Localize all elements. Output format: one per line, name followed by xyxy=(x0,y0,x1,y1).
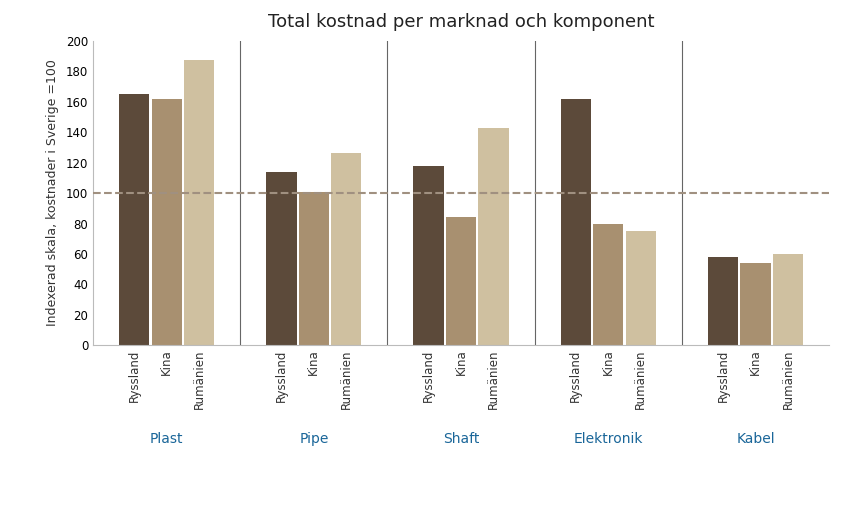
Bar xyxy=(478,128,508,345)
Bar xyxy=(119,94,150,345)
Bar xyxy=(446,217,476,345)
Bar xyxy=(772,254,803,345)
Bar xyxy=(708,257,739,345)
Text: Pipe: Pipe xyxy=(299,432,328,446)
Title: Total kostnad per marknad och komponent: Total kostnad per marknad och komponent xyxy=(268,13,654,31)
Bar xyxy=(184,60,214,345)
Bar xyxy=(414,166,444,345)
Bar xyxy=(740,263,771,345)
Bar xyxy=(266,172,297,345)
Text: Kabel: Kabel xyxy=(736,432,775,446)
Y-axis label: Indexerad skala, kostnader i Sverige =100: Indexerad skala, kostnader i Sverige =10… xyxy=(46,59,59,327)
Text: Elektronik: Elektronik xyxy=(574,432,643,446)
Bar xyxy=(299,192,329,345)
Text: Plast: Plast xyxy=(150,432,184,446)
Bar xyxy=(331,153,361,345)
Bar xyxy=(561,99,591,345)
Bar xyxy=(151,99,182,345)
Bar xyxy=(625,231,656,345)
Text: Shaft: Shaft xyxy=(443,432,479,446)
Bar xyxy=(593,224,624,345)
